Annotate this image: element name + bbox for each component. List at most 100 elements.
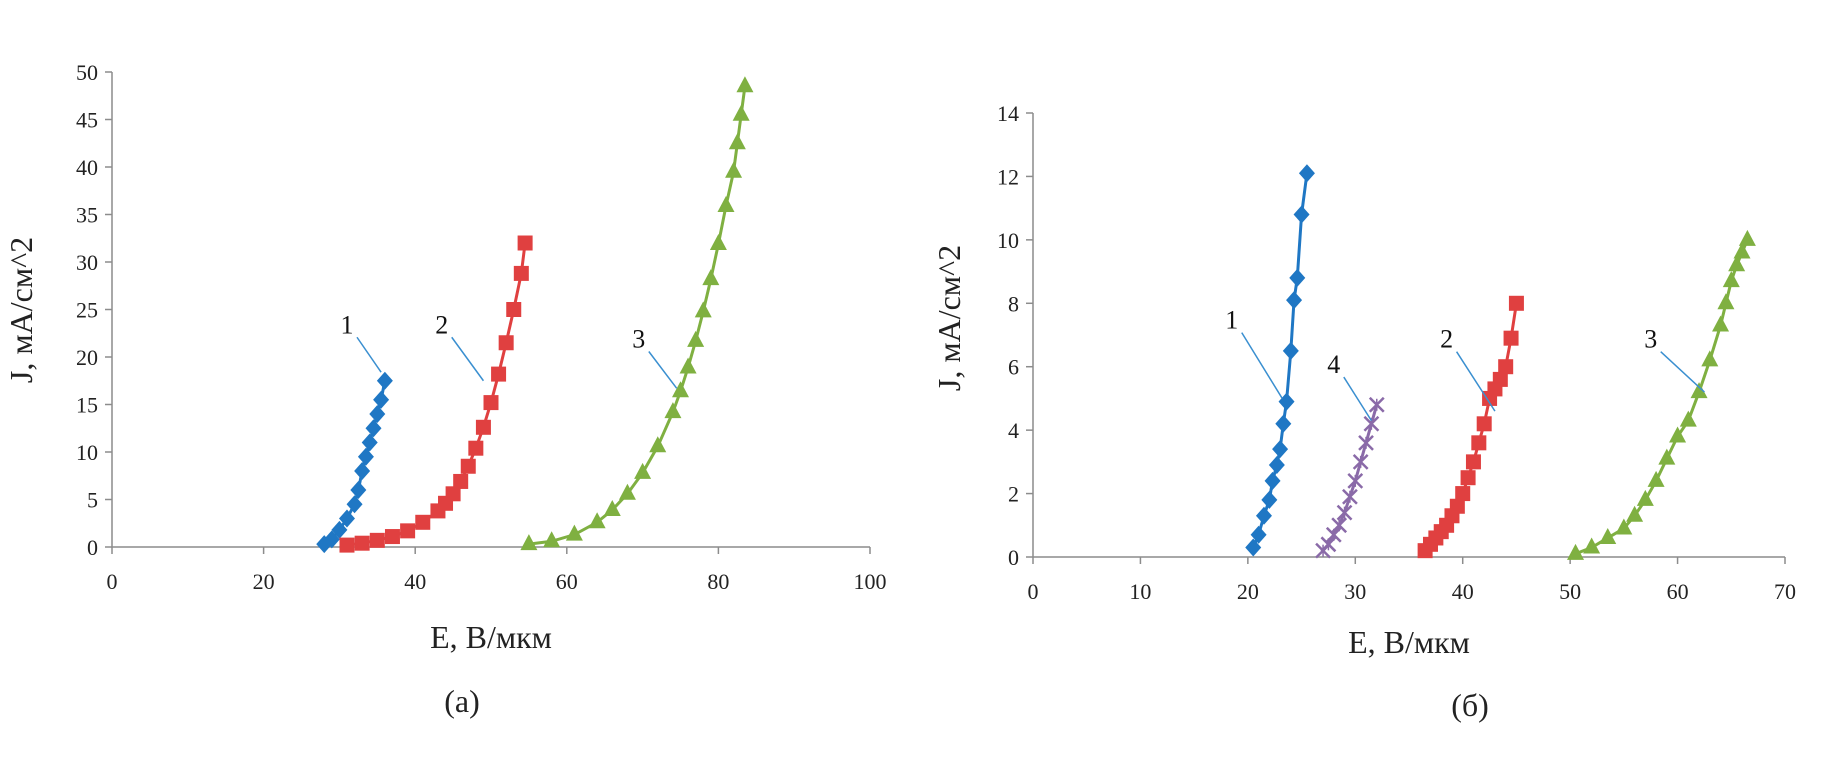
data-point	[1368, 396, 1385, 413]
y-tick-label: 40	[76, 155, 98, 180]
series-line	[1423, 303, 1518, 552]
data-point	[1336, 504, 1353, 521]
x-axis-title: E, В/мкм	[430, 619, 552, 655]
data-point	[725, 161, 743, 178]
chart-panel-a: 0 5 10 15 20 25 30 35 40 45 50 0 20 40 60 80 100 E, В/мкм…	[3, 60, 887, 719]
data-point	[1358, 434, 1374, 451]
data-point	[1669, 426, 1687, 443]
data-point	[1733, 242, 1751, 259]
data-point	[1268, 456, 1285, 475]
x-axis-title: E, В/мкм	[1348, 624, 1470, 660]
y-tick-label: 12	[997, 164, 1019, 189]
y-tick-label: 10	[76, 440, 98, 465]
y-tick-label: 45	[76, 108, 98, 133]
data-point	[369, 532, 385, 548]
series-line	[1251, 173, 1309, 549]
data-point	[1712, 315, 1730, 332]
data-point	[1449, 498, 1465, 514]
y-tick-label: 5	[87, 488, 98, 513]
series-line	[346, 242, 527, 547]
data-point	[1476, 416, 1492, 432]
data-point	[339, 537, 355, 553]
data-point	[1503, 330, 1519, 346]
data-point	[736, 76, 754, 93]
data-point	[365, 419, 382, 438]
data-point	[376, 371, 393, 390]
data-point	[1264, 471, 1281, 490]
label-leader-line	[1660, 351, 1705, 393]
data-point	[346, 495, 363, 514]
data-point	[1471, 435, 1487, 451]
data-point	[384, 529, 400, 545]
series-line	[1574, 239, 1749, 556]
data-point	[565, 524, 583, 541]
data-point	[1342, 488, 1358, 505]
data-point	[672, 381, 689, 398]
data-point	[1508, 295, 1524, 311]
data-point	[1293, 205, 1310, 224]
data-point	[354, 535, 370, 551]
data-point	[357, 447, 374, 466]
curve-label: 1	[340, 310, 353, 339]
data-point	[338, 509, 355, 528]
x-tick-label: 30	[1344, 579, 1366, 604]
x-tick-label: 20	[253, 569, 275, 594]
data-point	[1363, 415, 1380, 432]
x-tick-label: 100	[854, 569, 887, 594]
data-point	[1245, 538, 1262, 557]
data-point	[1272, 440, 1289, 459]
data-point	[350, 481, 367, 499]
data-point	[1647, 470, 1665, 487]
data-point	[517, 235, 533, 251]
data-point	[1679, 410, 1697, 427]
data-point	[1278, 392, 1295, 411]
data-point	[520, 534, 538, 551]
data-point	[679, 357, 697, 374]
label-leader-line	[1455, 351, 1496, 412]
data-point	[1722, 271, 1740, 288]
data-point	[1250, 525, 1267, 544]
y-tick-label: 25	[76, 298, 98, 323]
data-point	[1352, 453, 1369, 470]
label-leader-line	[1241, 332, 1283, 399]
series-3: 3	[1567, 229, 1756, 560]
x-tick-label: 40	[1452, 579, 1474, 604]
data-point	[1701, 350, 1719, 367]
x-tick-label: 50	[1559, 579, 1581, 604]
y-tick-label: 0	[87, 535, 98, 560]
curve-label: 2	[435, 310, 448, 339]
data-point	[634, 462, 652, 479]
data-point	[415, 514, 431, 530]
curve-label: 4	[1327, 350, 1340, 379]
x-tick-label: 0	[1028, 579, 1039, 604]
label-leader-line	[356, 336, 382, 373]
data-point	[491, 366, 507, 382]
data-point	[1275, 414, 1292, 433]
y-tick-label: 50	[76, 60, 98, 85]
y-tick-label: 4	[1008, 418, 1019, 443]
data-point	[1636, 489, 1654, 506]
data-point	[445, 486, 461, 502]
data-point	[694, 301, 712, 318]
y-tick-label: 8	[1008, 291, 1019, 316]
x-tick-label: 60	[1667, 579, 1689, 604]
data-point	[373, 390, 390, 409]
data-point	[453, 473, 469, 489]
data-point	[1658, 448, 1676, 465]
data-point	[1347, 473, 1364, 489]
x-tick-label: 60	[556, 569, 578, 594]
curve-label: 1	[1225, 306, 1238, 335]
data-point	[543, 531, 561, 548]
data-point	[1626, 505, 1644, 522]
data-point	[1289, 268, 1306, 287]
series-3: 3	[520, 76, 754, 551]
data-point	[468, 440, 484, 456]
series-4: 4	[1315, 350, 1385, 559]
data-point	[1282, 341, 1299, 360]
x-tick-label: 0	[107, 569, 118, 594]
data-point	[475, 419, 491, 435]
y-tick-label: 6	[1008, 355, 1019, 380]
data-point	[709, 233, 727, 250]
data-point	[506, 302, 522, 317]
